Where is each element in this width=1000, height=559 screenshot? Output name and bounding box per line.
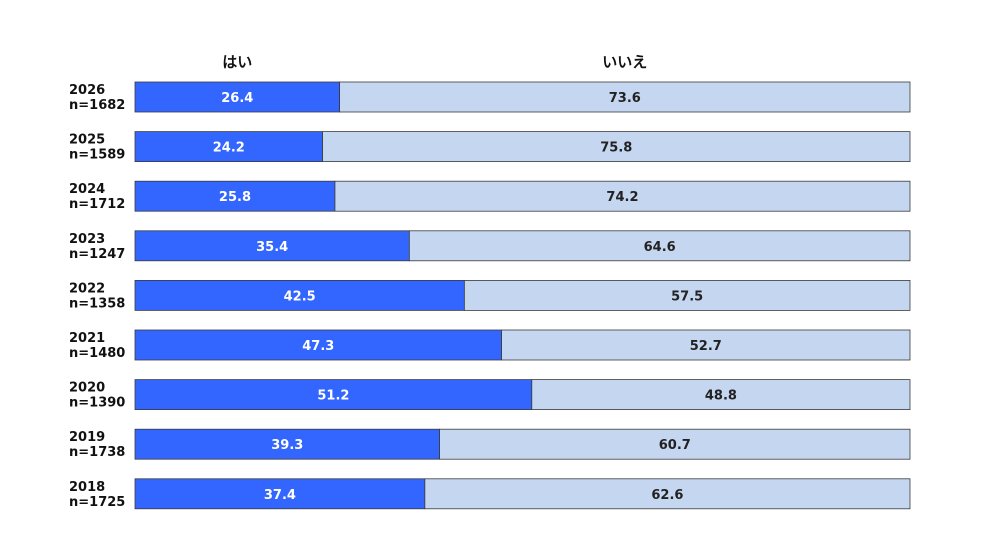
legend-entry-0: はい — [222, 53, 252, 71]
bar-segment-1 — [408, 230, 911, 262]
data-label: 42.5 — [284, 289, 316, 304]
bar-segment-0 — [134, 230, 410, 262]
data-label: 51.2 — [317, 389, 349, 404]
category-label-line: 2023 — [69, 232, 105, 247]
category-label-line: n=1725 — [69, 495, 125, 510]
category-label: 2022 n=1358 — [69, 281, 125, 311]
data-label: 64.6 — [644, 240, 676, 255]
category-label-line: n=1589 — [69, 148, 125, 163]
data-label: 62.6 — [651, 488, 683, 503]
data-label: 52.7 — [690, 339, 722, 354]
bar-segment-1 — [334, 180, 911, 212]
category-label: 2025 n=1589 — [69, 133, 125, 163]
data-label: 35.4 — [256, 240, 288, 255]
category-label-line: n=1358 — [69, 296, 125, 311]
data-label: 73.6 — [609, 91, 641, 106]
data-label: 57.5 — [671, 289, 703, 304]
data-label: 47.3 — [302, 339, 334, 354]
bar-segment-0 — [134, 131, 323, 163]
category-label-line: 2021 — [69, 331, 105, 346]
category-label-line: n=1682 — [69, 98, 125, 113]
data-label: 37.4 — [264, 488, 296, 503]
bar-segment-1 — [463, 279, 911, 311]
category-label: 2023 n=1247 — [69, 232, 125, 262]
bar-segment-1 — [339, 81, 911, 113]
category-label-line: 2018 — [69, 480, 105, 495]
category-label: 2026 n=1682 — [69, 83, 125, 113]
category-label: 2020 n=1390 — [69, 381, 125, 411]
category-label-line: n=1738 — [69, 445, 125, 460]
data-label: 75.8 — [600, 141, 632, 156]
bar-segment-1 — [531, 379, 911, 411]
bar-segment-0 — [134, 81, 341, 113]
bar-segment-1 — [322, 131, 911, 163]
bar-segment-0 — [134, 180, 336, 212]
category-label: 2019 n=1738 — [69, 430, 125, 460]
bars — [134, 81, 911, 510]
category-labels: 2026 n=1682 2025 n=1589 2024 n=1712 2023 n=1247… — [69, 83, 125, 510]
bar-segment-0 — [134, 379, 533, 411]
category-label-line: n=1480 — [69, 346, 125, 361]
value-labels: 26.4 73.6 24.2 75.8 25.8 74.2 35.4 64.6 42.5 57.5… — [213, 91, 737, 503]
data-label: 39.3 — [271, 438, 303, 453]
category-label: 2018 n=1725 — [69, 480, 125, 510]
bar-segment-1 — [424, 478, 911, 510]
data-label: 48.8 — [705, 389, 737, 404]
bar-segment-1 — [439, 428, 911, 460]
category-label: 2021 n=1480 — [69, 331, 125, 361]
category-label: 2024 n=1712 — [69, 182, 125, 212]
category-label-line: 2024 — [69, 182, 105, 197]
data-label: 25.8 — [219, 190, 251, 205]
category-label-line: n=1390 — [69, 396, 125, 411]
bar-segment-0 — [134, 279, 465, 311]
data-label: 26.4 — [221, 91, 253, 106]
category-label-line: n=1712 — [69, 197, 125, 212]
category-label-line: 2026 — [69, 83, 105, 98]
bar-segment-0 — [134, 478, 426, 510]
category-label-line: 2025 — [69, 133, 105, 148]
data-label: 24.2 — [213, 141, 245, 156]
category-label-line: n=1247 — [69, 247, 125, 262]
category-label-line: 2019 — [69, 430, 105, 445]
category-label-line: 2022 — [69, 281, 105, 296]
legend: はい いいえ — [222, 53, 647, 71]
data-label: 60.7 — [659, 438, 691, 453]
bar-segment-1 — [501, 329, 911, 361]
legend-entry-1: いいえ — [602, 53, 647, 71]
data-label: 74.2 — [606, 190, 638, 205]
category-label-line: 2020 — [69, 381, 105, 396]
